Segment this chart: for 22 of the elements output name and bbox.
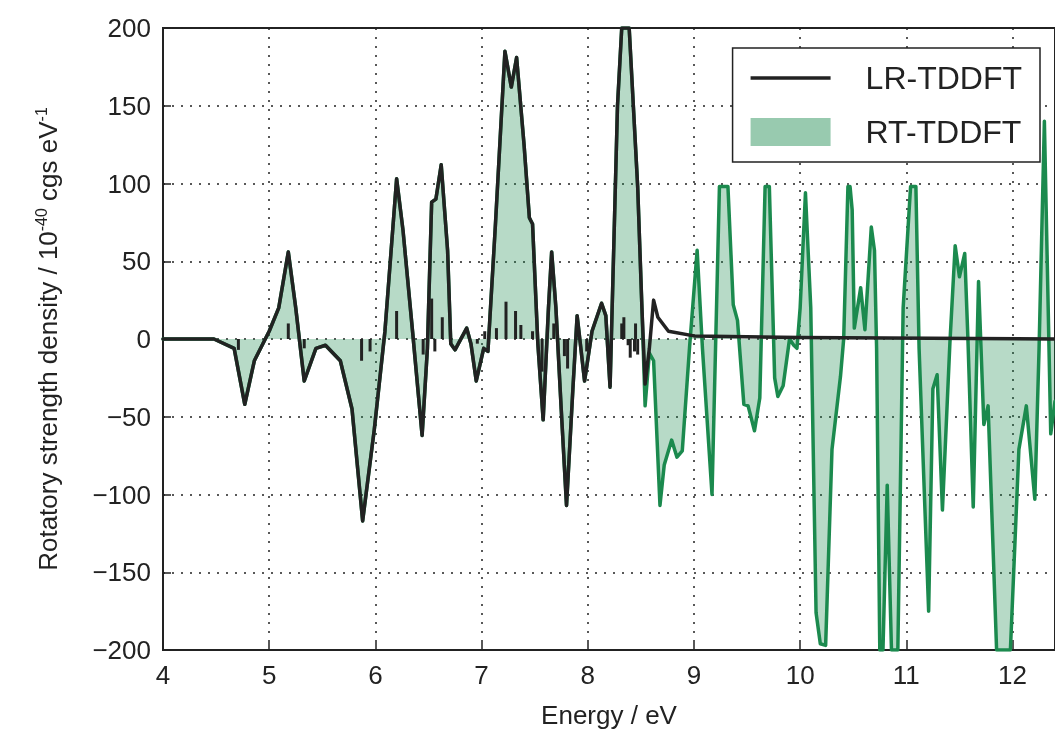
y-tick-label: −50 xyxy=(106,401,151,432)
y-axis-title: Rotatory strength density / 10-40 cgs eV-1 xyxy=(32,107,63,571)
x-tick-label: 9 xyxy=(686,660,702,690)
y-tick-label: 100 xyxy=(107,168,151,199)
legend-label: RT-TDDFT xyxy=(865,114,1022,150)
legend-label: LR-TDDFT xyxy=(865,60,1022,96)
x-tick-label: 7 xyxy=(474,660,489,690)
x-tick-label: 6 xyxy=(368,660,383,690)
y-tick-label: 0 xyxy=(136,324,151,354)
x-tick-label: 8 xyxy=(580,660,595,690)
x-axis-title: Energy / eV xyxy=(541,700,678,730)
y-tick-label: 150 xyxy=(107,90,151,121)
x-tick-label: 10 xyxy=(785,660,815,690)
x-tick-label: 11 xyxy=(892,660,920,690)
x-tick-label: 12 xyxy=(998,660,1027,690)
y-tick-label: −150 xyxy=(92,557,151,588)
y-tick-label: −100 xyxy=(92,479,151,510)
y-tick-label: −200 xyxy=(92,635,151,665)
y-tick-label: 50 xyxy=(122,246,151,277)
x-tick-label: 5 xyxy=(261,660,277,690)
x-tick-label: 4 xyxy=(155,660,171,690)
y-tick-label: 200 xyxy=(107,13,151,43)
